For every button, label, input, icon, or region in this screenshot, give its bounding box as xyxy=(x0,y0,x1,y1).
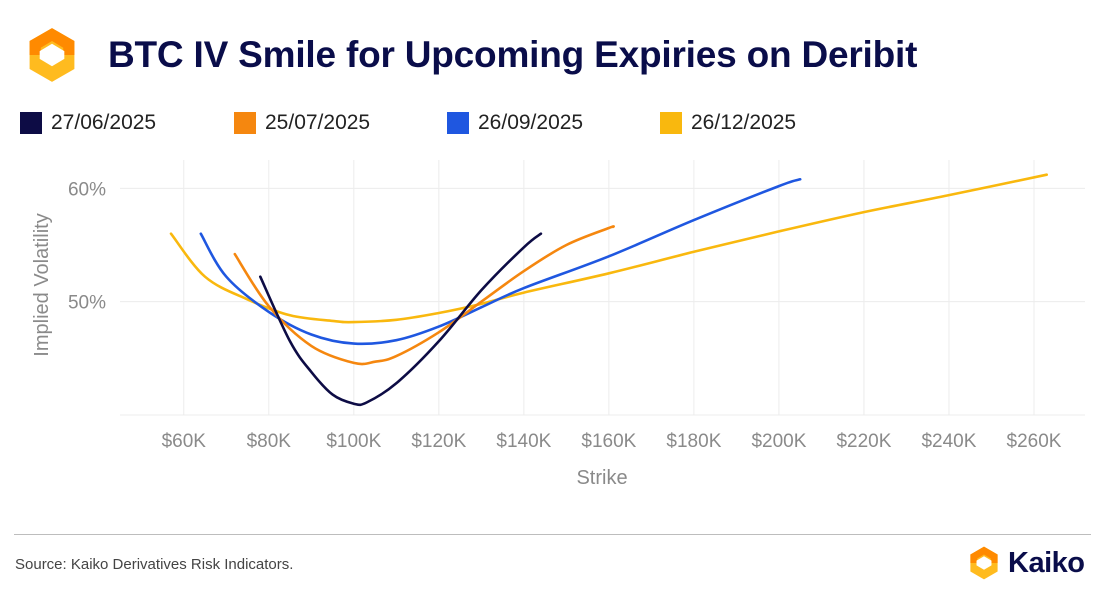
x-tick-label: $220K xyxy=(836,431,891,452)
x-tick-label: $240K xyxy=(921,431,976,452)
legend-label-3: 26/09/2025 xyxy=(478,111,584,134)
series-line-3 xyxy=(199,178,802,346)
x-tick-label: $200K xyxy=(751,431,806,452)
page-title: BTC IV Smile for Upcoming Expiries on De… xyxy=(108,34,918,75)
legend-label-4: 26/12/2025 xyxy=(691,111,797,134)
source-note: Source: Kaiko Derivatives Risk Indicator… xyxy=(15,556,294,573)
x-tick-label: $140K xyxy=(496,431,551,452)
tick-labels: $60K $80K $100K $120K $140K $160K $180K $200K $2… xyxy=(68,179,1062,452)
legend-swatch-3 xyxy=(447,112,469,134)
x-tick-label: $180K xyxy=(666,431,721,452)
legend-label-2: 25/07/2025 xyxy=(265,111,371,134)
series-line-1 xyxy=(259,232,543,407)
x-tick-label: $80K xyxy=(247,431,292,452)
y-tick-label: 60% xyxy=(68,179,106,200)
chart-legend: 27/06/2025 25/07/2025 26/09/2025 26/12/2… xyxy=(20,108,920,138)
x-tick-label: $120K xyxy=(411,431,466,452)
x-tick-label: $260K xyxy=(1007,431,1062,452)
legend-swatch-4 xyxy=(660,112,682,134)
x-tick-label: $160K xyxy=(581,431,636,452)
brand-mark: Kaiko xyxy=(967,545,1085,581)
series-lines xyxy=(169,173,1048,407)
series-line-4 xyxy=(169,173,1048,324)
brand-name: Kaiko xyxy=(1008,546,1085,579)
grid-lines xyxy=(120,160,1085,416)
x-axis-label: Strike xyxy=(576,467,627,489)
legend-label-1: 27/06/2025 xyxy=(51,111,157,134)
legend-item-2: 25/07/2025 xyxy=(234,108,370,138)
kaiko-small-logo-icon xyxy=(970,546,998,580)
legend-item-4: 26/12/2025 xyxy=(660,108,796,138)
x-tick-label: $60K xyxy=(162,431,207,452)
iv-smile-chart: $60K $80K $100K $120K $140K $160K $180K $200K $2… xyxy=(31,160,1085,489)
kaiko-logo-icon xyxy=(29,28,75,82)
legend-item-1: 27/06/2025 xyxy=(20,108,156,138)
legend-swatch-1 xyxy=(20,112,42,134)
y-tick-label: 50% xyxy=(68,293,106,314)
x-tick-label: $100K xyxy=(326,431,381,452)
legend-item-3: 26/09/2025 xyxy=(447,108,583,138)
series-line-2 xyxy=(233,225,615,366)
y-axis-label: Implied Volatility xyxy=(31,213,53,356)
footer-divider xyxy=(14,534,1091,535)
legend-swatch-2 xyxy=(234,112,256,134)
